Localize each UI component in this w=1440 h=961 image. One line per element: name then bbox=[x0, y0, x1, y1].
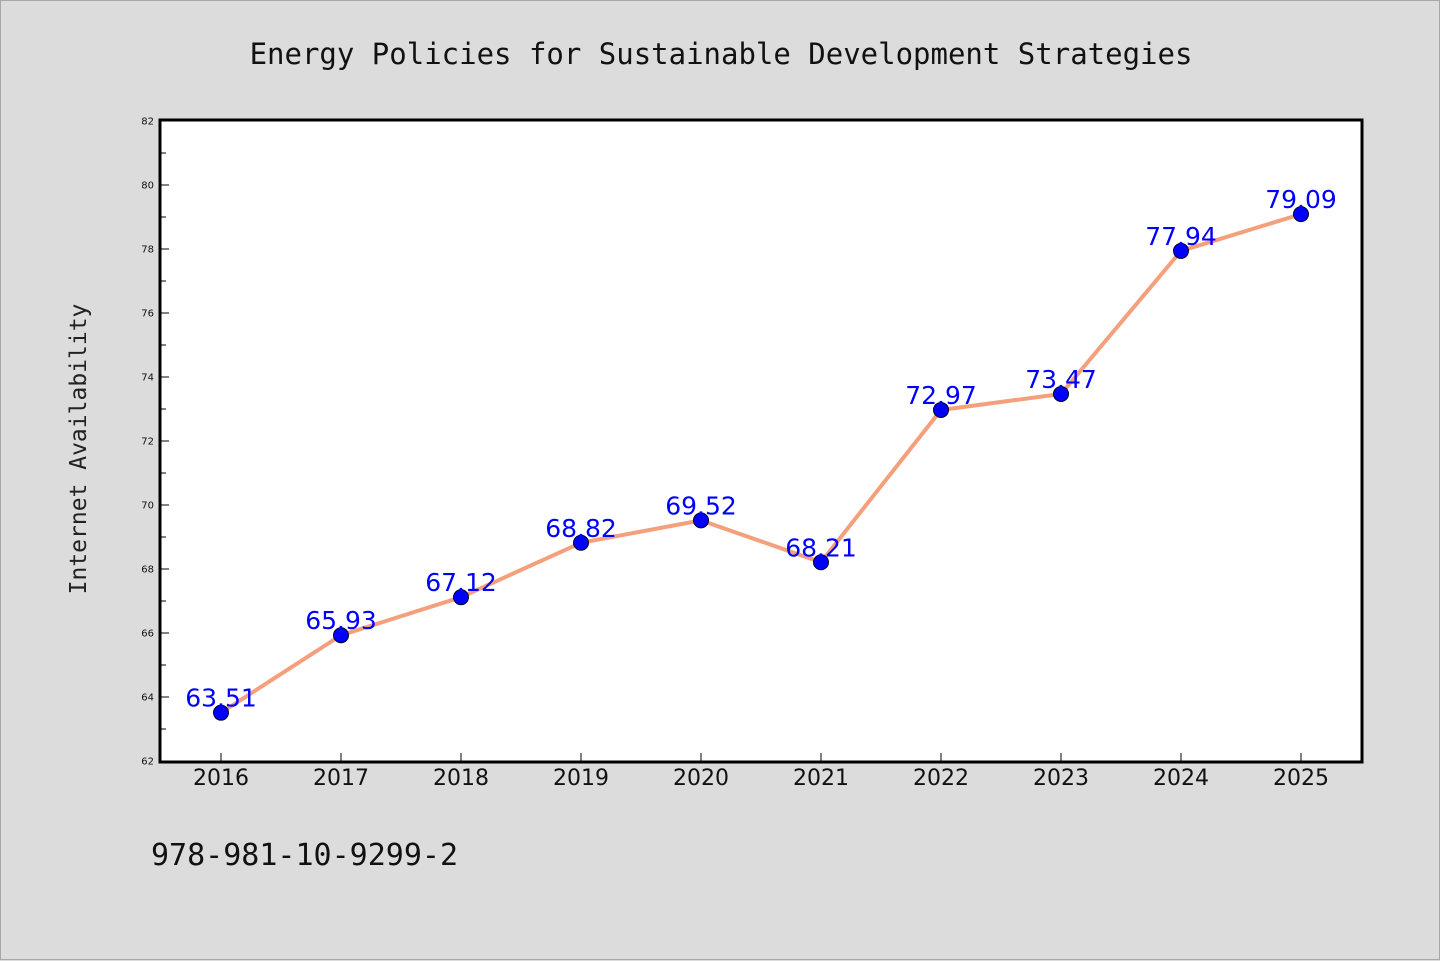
data-point-marker bbox=[693, 512, 709, 529]
x-tick-label: 2021 bbox=[793, 766, 849, 791]
y-tick-label: 62 bbox=[141, 757, 154, 768]
data-point-marker bbox=[1293, 206, 1309, 223]
x-tick-label: 2017 bbox=[313, 766, 369, 791]
y-tick-label: 76 bbox=[141, 309, 154, 320]
data-value-label: 68.82 bbox=[545, 514, 617, 543]
data-labels: 63.51 65.93 67.12 68.82 69.52 68.21 72.97 73.47… bbox=[185, 185, 1337, 713]
x-tick-label: 2024 bbox=[1153, 766, 1209, 791]
data-point-marker bbox=[453, 589, 469, 606]
y-tick-label: 82 bbox=[141, 117, 154, 128]
y-tick-label: 70 bbox=[141, 501, 154, 512]
data-value-label: 79.09 bbox=[1265, 185, 1337, 214]
data-point-marker bbox=[1173, 242, 1189, 259]
y-tick-label: 80 bbox=[141, 181, 154, 192]
series-line bbox=[219, 212, 1302, 715]
data-point-marker bbox=[813, 554, 829, 571]
data-value-label: 77.94 bbox=[1145, 222, 1217, 251]
data-value-label: 67.12 bbox=[425, 568, 497, 597]
y-tick-label: 72 bbox=[141, 437, 154, 448]
x-tick-label: 2023 bbox=[1033, 766, 1089, 791]
data-points bbox=[213, 206, 1309, 721]
y-tick-label: 68 bbox=[141, 565, 154, 576]
data-value-label: 63.51 bbox=[185, 684, 257, 713]
data-point-marker bbox=[333, 627, 349, 644]
y-tick-label: 78 bbox=[141, 245, 154, 256]
data-point-marker bbox=[933, 401, 949, 418]
data-value-label: 73.47 bbox=[1025, 365, 1097, 394]
data-value-label: 65.93 bbox=[305, 606, 377, 635]
data-point-marker bbox=[573, 534, 589, 551]
x-tick-label: 2019 bbox=[553, 766, 609, 791]
isbn-footer: 978-981-10-9299-2 bbox=[151, 838, 458, 873]
x-tick-label: 2016 bbox=[193, 766, 249, 791]
data-value-label: 69.52 bbox=[665, 491, 737, 520]
y-axis-label: Internet Availability bbox=[66, 304, 92, 595]
data-value-label: 72.97 bbox=[905, 381, 977, 410]
y-tick-label: 64 bbox=[141, 693, 154, 704]
x-tick-label: 2025 bbox=[1273, 766, 1329, 791]
y-axis: 62 64 66 68 70 72 74 76 78 80 82 bbox=[141, 117, 169, 768]
y-tick-label: 66 bbox=[141, 629, 154, 640]
data-value-label: 68.21 bbox=[785, 533, 857, 562]
plot-area bbox=[158, 118, 1364, 764]
y-tick-label: 74 bbox=[141, 373, 154, 384]
data-point-marker bbox=[1053, 385, 1069, 402]
x-tick-label: 2022 bbox=[913, 766, 969, 791]
x-tick-label: 2020 bbox=[673, 766, 729, 791]
chart-title: Energy Policies for Sustainable Developm… bbox=[250, 37, 1193, 71]
x-axis: 2016 2017 2018 2019 2020 2021 2022 2023 2024 2025 bbox=[193, 753, 1329, 791]
x-tick-label: 2018 bbox=[433, 766, 489, 791]
data-point-marker bbox=[213, 704, 229, 721]
